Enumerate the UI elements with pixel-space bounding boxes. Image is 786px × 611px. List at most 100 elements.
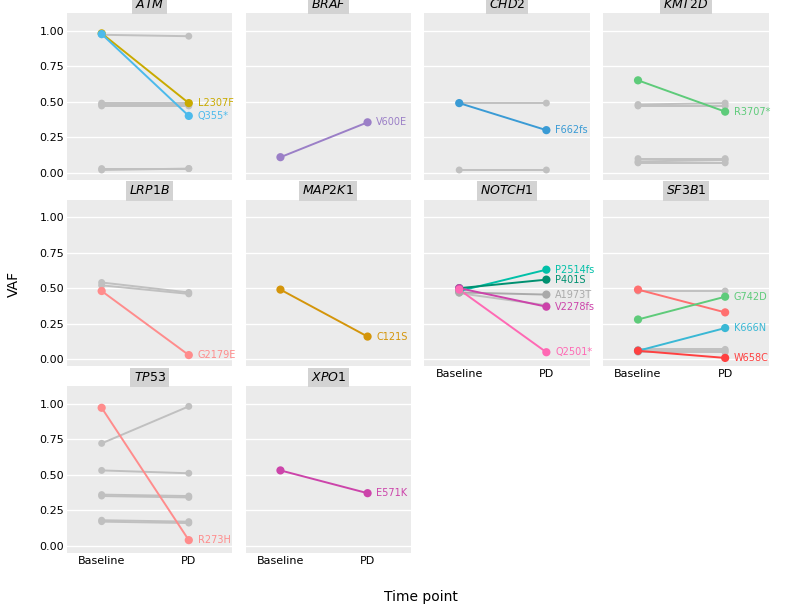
Point (719, 347, 732, 357)
Point (362, 117, 374, 127)
Point (540, 302, 553, 312)
Title: $\it{LRP1B}$: $\it{LRP1B}$ (129, 185, 170, 197)
Text: V600E: V600E (376, 117, 407, 127)
Point (540, 125, 553, 135)
Point (182, 288, 195, 298)
Point (719, 353, 732, 363)
Title: $\it{BRAF}$: $\it{BRAF}$ (310, 0, 346, 11)
Text: G742D: G742D (734, 291, 768, 302)
Point (453, 165, 465, 175)
Point (453, 98, 465, 108)
Point (632, 285, 645, 295)
Point (632, 346, 645, 356)
Text: A1973T: A1973T (555, 290, 592, 299)
Point (182, 401, 195, 411)
Point (540, 265, 553, 274)
Point (632, 101, 645, 111)
Point (182, 31, 195, 41)
Point (632, 346, 645, 356)
Point (453, 288, 465, 298)
Point (95, 277, 108, 287)
Point (453, 288, 465, 298)
Point (719, 345, 732, 354)
Point (182, 518, 195, 528)
Point (453, 285, 465, 295)
Point (182, 164, 195, 174)
Point (95, 29, 108, 38)
Point (95, 491, 108, 501)
Point (719, 101, 732, 111)
Text: P401S: P401S (555, 274, 586, 285)
Point (274, 466, 287, 475)
Text: V2278fs: V2278fs (555, 302, 595, 312)
Point (95, 403, 108, 412)
Point (453, 284, 465, 293)
Point (632, 346, 645, 356)
Title: $\it{KMT2D}$: $\it{KMT2D}$ (663, 0, 709, 11)
Text: W658C: W658C (734, 353, 769, 363)
Point (632, 154, 645, 164)
Title: $\it{NOTCH1}$: $\it{NOTCH1}$ (480, 185, 534, 197)
Point (453, 286, 465, 296)
Point (182, 111, 195, 121)
Point (719, 307, 732, 317)
Point (182, 101, 195, 111)
Text: Q355*: Q355* (197, 111, 229, 121)
Point (95, 439, 108, 448)
Point (95, 29, 108, 39)
Point (182, 100, 195, 109)
Title: $\it{CHD2}$: $\it{CHD2}$ (489, 0, 525, 11)
Point (540, 165, 553, 175)
Point (182, 492, 195, 502)
Text: R3707*: R3707* (734, 107, 770, 117)
Text: F662fs: F662fs (555, 125, 588, 135)
Title: $\it{ATM}$: $\it{ATM}$ (135, 0, 164, 11)
Point (95, 489, 108, 499)
Point (95, 98, 108, 108)
Point (719, 286, 732, 296)
Point (95, 286, 108, 296)
Point (719, 154, 732, 164)
Title: $\it{MAP2K1}$: $\it{MAP2K1}$ (303, 185, 354, 197)
Point (540, 347, 553, 357)
Point (182, 98, 195, 108)
Title: $\it{TP53}$: $\it{TP53}$ (134, 371, 166, 384)
Point (95, 100, 108, 109)
Point (719, 346, 732, 356)
Title: $\it{SF3B1}$: $\it{SF3B1}$ (666, 185, 706, 197)
Point (719, 292, 732, 302)
Point (182, 98, 195, 108)
Point (95, 466, 108, 475)
Point (95, 517, 108, 527)
Text: P2514fs: P2514fs (555, 265, 594, 275)
Text: Q2501*: Q2501* (555, 347, 592, 357)
Point (719, 107, 732, 117)
Text: VAF: VAF (7, 271, 21, 297)
Point (274, 152, 287, 162)
Point (182, 289, 195, 299)
Point (719, 155, 732, 165)
Point (632, 347, 645, 357)
Point (719, 323, 732, 333)
Point (362, 332, 374, 342)
Point (95, 280, 108, 290)
Point (632, 100, 645, 109)
Point (182, 517, 195, 527)
Point (95, 30, 108, 40)
Text: G2179E: G2179E (197, 350, 236, 360)
Point (632, 315, 645, 324)
Text: Time point: Time point (384, 590, 457, 604)
Point (95, 165, 108, 175)
Point (540, 301, 553, 310)
Point (453, 98, 465, 108)
Point (95, 101, 108, 111)
Point (274, 285, 287, 295)
Point (632, 75, 645, 85)
Point (540, 275, 553, 285)
Point (632, 286, 645, 296)
Point (182, 491, 195, 501)
Text: E571K: E571K (376, 488, 407, 498)
Text: C121S: C121S (376, 332, 408, 342)
Point (362, 488, 374, 498)
Point (182, 164, 195, 174)
